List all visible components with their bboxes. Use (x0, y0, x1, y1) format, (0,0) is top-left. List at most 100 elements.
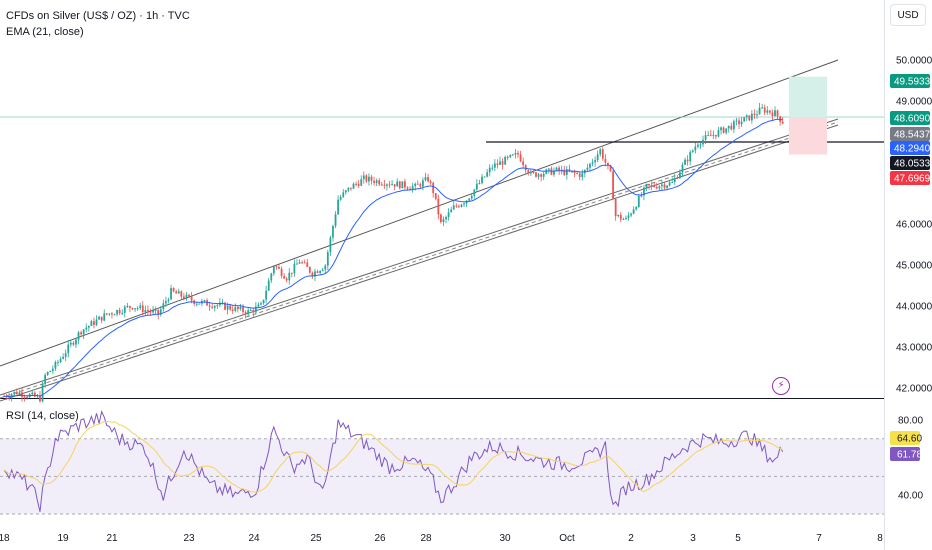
candle-body (100, 316, 103, 321)
price-tick-label: 46.0000 (896, 220, 932, 231)
candle-body (8, 397, 11, 399)
candle-body (553, 170, 555, 175)
candle-body (180, 291, 183, 297)
candle-body (717, 130, 720, 137)
candle-body (617, 214, 620, 217)
candle-body (159, 309, 162, 315)
candle-body (594, 160, 596, 163)
candle-body (18, 392, 21, 395)
candle-body (329, 237, 332, 253)
candle-body (314, 271, 316, 277)
candle-body (90, 321, 93, 326)
candle-body (386, 184, 388, 186)
time-tick-label: 7 (816, 533, 822, 544)
lightning-bolt-icon[interactable]: ⚡ (772, 377, 790, 395)
candle-body (339, 196, 342, 200)
candle-body (388, 184, 391, 186)
channel-lower-dash (0, 121, 839, 399)
candle-body (491, 167, 494, 169)
candle-body (527, 170, 530, 174)
candle-body (406, 187, 409, 189)
candle-body (463, 203, 465, 205)
candle-body (347, 187, 350, 191)
ema-legend[interactable]: EMA (21, close) (6, 26, 84, 38)
candle-body (357, 183, 360, 186)
candle-body (242, 306, 244, 313)
candle-body (368, 176, 370, 182)
candle-body (781, 121, 784, 124)
candle-body (720, 127, 722, 131)
candle-body (324, 265, 327, 270)
candle-body (213, 305, 216, 308)
candle-body (319, 270, 322, 273)
candle-body (206, 300, 208, 306)
candle-body (23, 396, 26, 398)
candle-body (627, 215, 630, 218)
candle-body (249, 310, 252, 312)
channel-upper-line (0, 59, 839, 367)
candle-body (499, 161, 501, 165)
ema-line (3, 118, 783, 398)
candle-body (694, 146, 697, 151)
candle-body (470, 195, 473, 199)
candle-body (568, 169, 571, 172)
price-tick-label: 42.0000 (896, 384, 932, 395)
time-tick-label: 5 (735, 533, 741, 544)
candle-body (475, 183, 478, 190)
candle-body (519, 154, 522, 162)
candle-body (167, 299, 170, 302)
candle-body (244, 312, 247, 315)
price-labels: 49.5933 48.6090 48.5437 48.2940 48.0533 47.69… (890, 74, 931, 461)
price-badge-text: 48.5437 (894, 130, 931, 141)
candle-body (666, 185, 668, 188)
candle-body (378, 180, 381, 185)
candle-body (141, 305, 144, 313)
rsi-pane (0, 438, 884, 515)
candle-body (427, 177, 429, 182)
candlestick-series (3, 103, 784, 403)
candle-body (123, 306, 126, 313)
candle-body (296, 263, 298, 265)
candle-body (542, 173, 545, 177)
candle-body (332, 225, 334, 238)
candle-body (452, 205, 455, 210)
candle-body (540, 174, 543, 177)
candle-body (483, 176, 486, 178)
candle-body (162, 303, 165, 310)
candle-body (496, 163, 499, 165)
candle-body (33, 392, 36, 397)
candle-body (360, 179, 363, 186)
price-badge-text: 47.6969 (894, 174, 931, 185)
candle-body (501, 161, 504, 165)
candle-body (684, 159, 686, 165)
candle-body (306, 262, 309, 267)
candle-body (98, 316, 100, 320)
candle-body (93, 321, 95, 325)
price-badge-target (890, 74, 930, 88)
candle-body (424, 177, 427, 181)
candle-body (350, 187, 352, 189)
candle-body (116, 310, 118, 315)
currency-button[interactable]: USD (890, 4, 926, 26)
target-zone (789, 76, 827, 118)
candle-body (535, 172, 537, 177)
candle-body (278, 266, 280, 269)
time-tick-label: 30 (499, 533, 511, 544)
candle-body (663, 184, 666, 188)
rsi-value-badge (890, 431, 920, 445)
time-tick-label: 8 (877, 533, 883, 544)
candle-body (563, 169, 566, 175)
candle-body (129, 306, 131, 308)
candle-body (175, 291, 178, 294)
time-tick-label: 21 (106, 533, 118, 544)
price-tick-label: 49.0000 (896, 97, 932, 108)
candle-body (87, 325, 90, 328)
price-badge-grey (890, 127, 930, 141)
candle-body (712, 134, 715, 136)
candle-body (632, 209, 635, 214)
rsi-legend[interactable]: RSI (14, close) (6, 410, 79, 422)
candle-body (254, 306, 257, 313)
candle-body (643, 187, 645, 196)
candle-body (622, 218, 625, 220)
